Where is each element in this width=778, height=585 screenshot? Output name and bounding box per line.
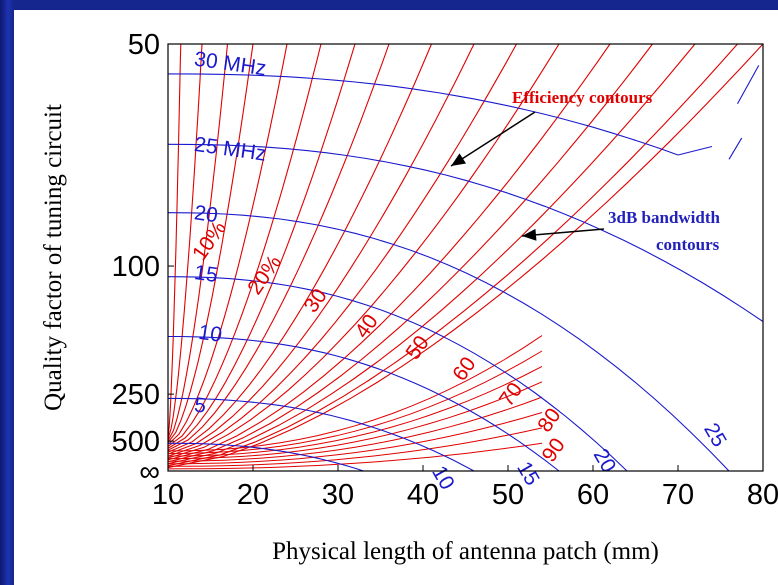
x-tick-label: 80 [747, 479, 778, 511]
y-tick-label: ∞ [139, 456, 160, 488]
efficiency-arrowhead [451, 153, 467, 166]
bandwidth-contour [677, 145, 713, 156]
bandwidth-contour [167, 276, 628, 472]
bandwidth-label: 20 [589, 445, 621, 477]
bandwidth-contour [168, 73, 679, 156]
efficiency-contour [167, 396, 543, 462]
annotations: Efficiency contours 3dB bandwidth contou… [450, 88, 721, 254]
efficiency-label: 80 [533, 404, 565, 436]
efficiency-contour [167, 442, 543, 470]
efficiency-contour [167, 43, 653, 463]
bandwidth-label: 5 [193, 393, 208, 417]
efficiency-contour [167, 43, 288, 445]
x-tick-label: 20 [237, 479, 269, 511]
y-tick-label: 250 [112, 379, 160, 411]
efficiency-contour [167, 43, 390, 451]
efficiency-contour [167, 43, 611, 461]
efficiency-annotation: Efficiency contours [512, 88, 653, 107]
efficiency-contour [167, 381, 543, 460]
efficiency-contour [167, 43, 229, 441]
x-tick-label: 30 [322, 479, 354, 511]
bandwidth-arrowhead [522, 228, 537, 241]
bandwidth-label: 30 MHz [193, 48, 268, 81]
plot-frame [167, 43, 764, 472]
bandwidth-label: 25 MHz [193, 133, 268, 166]
x-tick-label: 50 [492, 479, 524, 511]
efficiency-contour [167, 43, 356, 449]
x-axis-title: Physical length of antenna patch (mm) [272, 538, 659, 565]
bandwidth-label: 10 [197, 321, 223, 347]
x-tick-label: 10 [152, 479, 184, 511]
y-axis-title: Quality factor of tuning circuit [40, 104, 67, 411]
efficiency-contour [167, 43, 517, 457]
efficiency-contour [167, 43, 433, 453]
bandwidth-contour [167, 143, 764, 323]
bandwidth-contour [168, 335, 560, 472]
efficiency-contour [167, 365, 543, 457]
bandwidth-contour-lines [167, 65, 764, 472]
bandwidth-label: 15 [193, 261, 219, 287]
efficiency-contour [167, 43, 254, 443]
bandwidth-label: 20 [193, 201, 219, 227]
efficiency-contour-lines [167, 43, 764, 470]
y-tick-label: 100 [112, 251, 160, 283]
efficiency-contour [167, 350, 543, 454]
efficiency-contour [168, 412, 543, 465]
efficiency-label: 90 [538, 434, 570, 466]
x-tick-label: 60 [577, 479, 609, 511]
y-axis-ticks: 50 100 250 500∞ [112, 29, 174, 488]
bandwidth-contour [737, 65, 760, 105]
bandwidth-contour [167, 212, 730, 472]
x-tick-label: 70 [662, 479, 694, 511]
y-tick-label: 50 [128, 29, 160, 61]
bandwidth-annotation-line2: contours [656, 235, 720, 254]
bandwidth-contour [728, 137, 743, 160]
bandwidth-contour [167, 442, 364, 472]
efficiency-arrow [450, 111, 536, 167]
efficiency-contour [167, 335, 543, 452]
bandwidth-annotation-line1: 3dB bandwidth [608, 208, 721, 227]
y-tick-label: 500 [112, 426, 160, 458]
chart-panel [14, 10, 778, 585]
bandwidth-label: 25 [699, 419, 731, 451]
efficiency-contour [167, 43, 322, 447]
efficiency-label: 40 [351, 310, 383, 342]
efficiency-contour [167, 43, 182, 437]
efficiency-contour [167, 43, 764, 469]
x-tick-label: 40 [407, 479, 439, 511]
x-axis-ticks: 10 20 30 40 50 60 70 80 [152, 465, 778, 511]
efficiency-contour [167, 43, 560, 459]
efficiency-label: 30 [300, 285, 332, 317]
efficiency-contour [167, 43, 203, 439]
efficiency-label: 50 [402, 332, 434, 364]
bandwidth-contour [168, 397, 475, 472]
efficiency-label: 60 [448, 353, 480, 385]
efficiency-contour [168, 427, 543, 467]
